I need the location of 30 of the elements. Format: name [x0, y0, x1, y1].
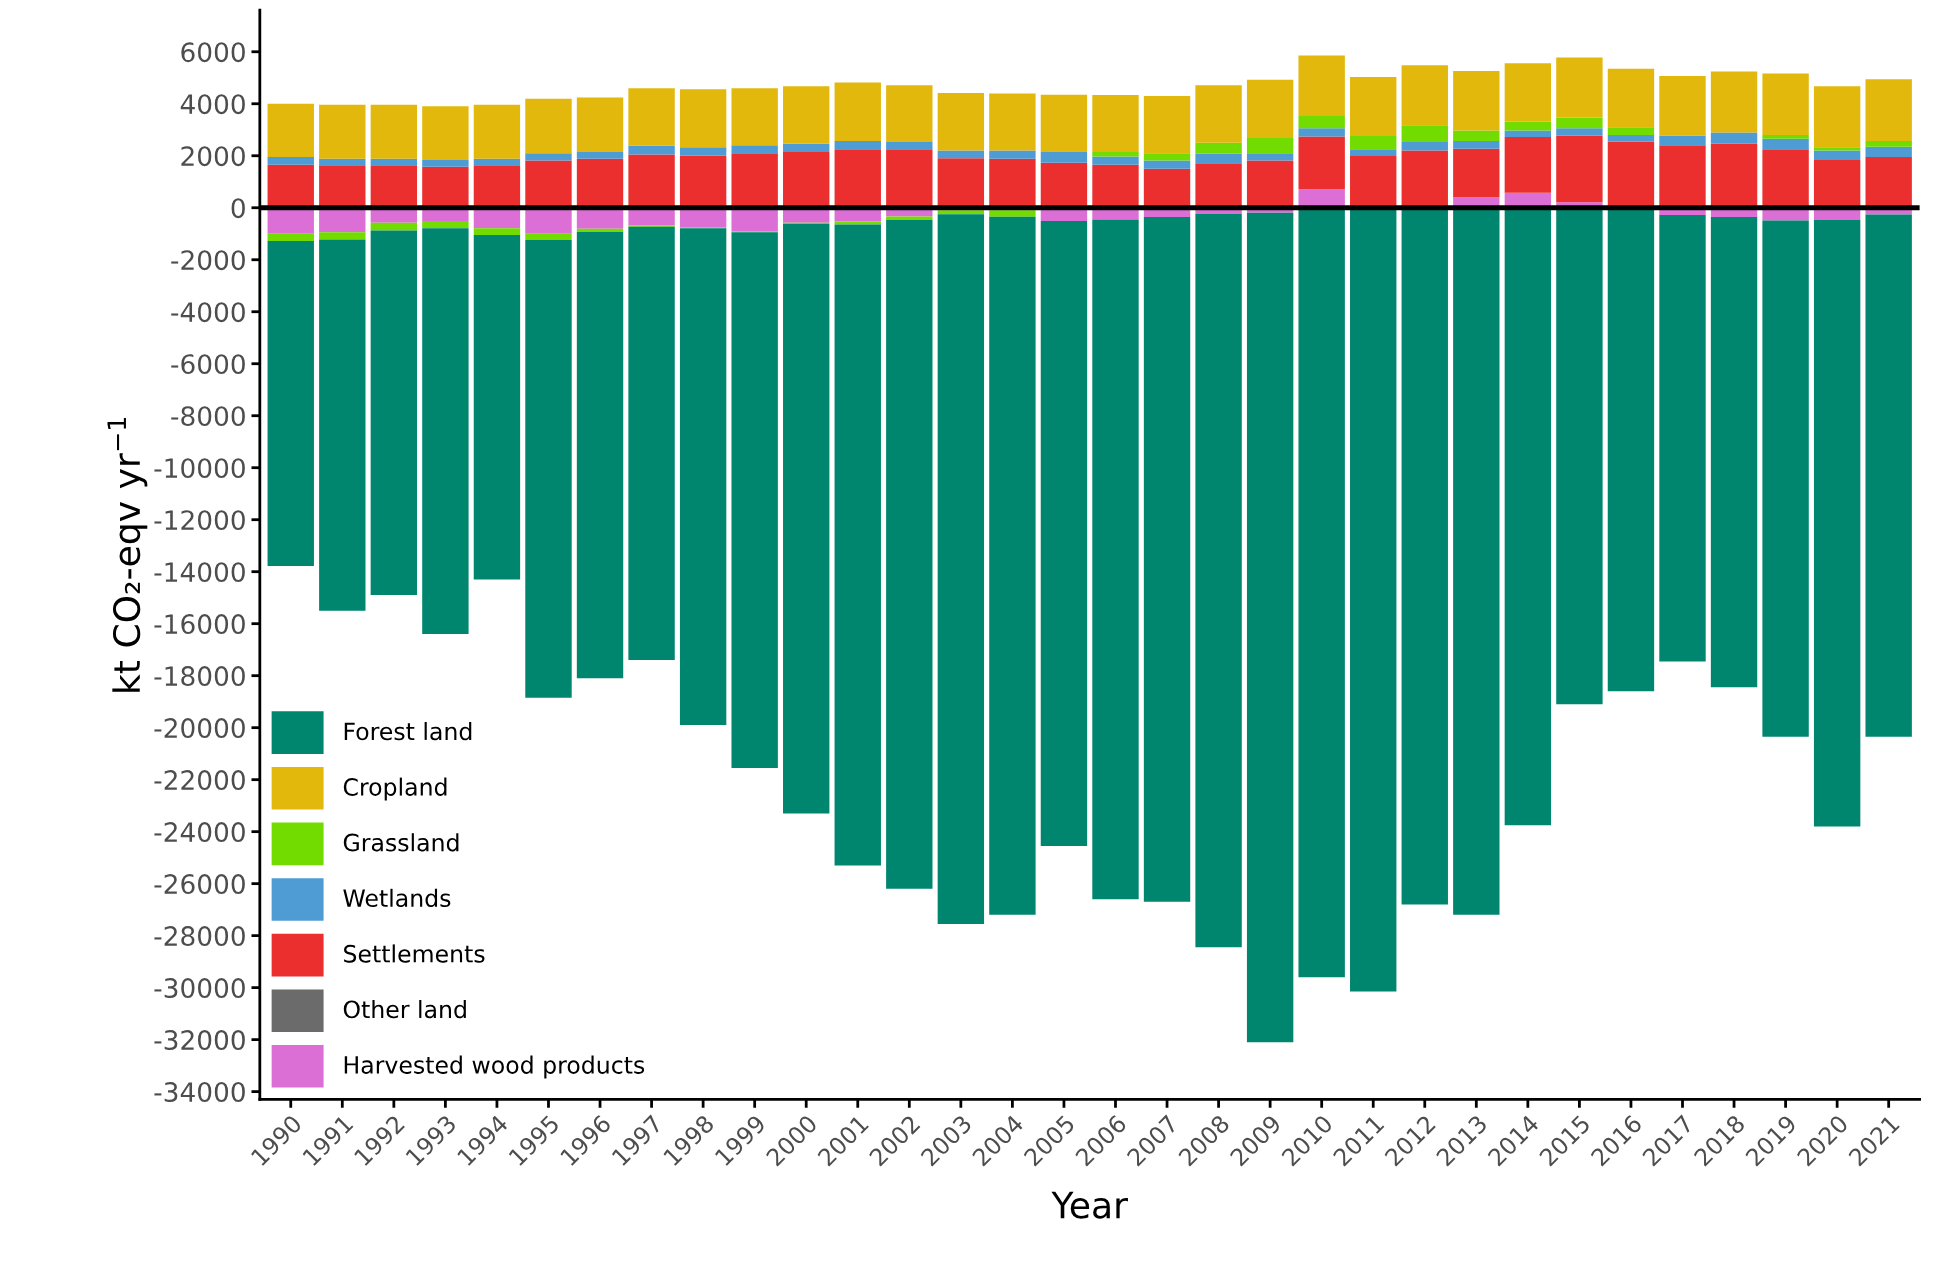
y-tick-label: -18000	[154, 666, 245, 687]
legend-label: Forest land	[344, 722, 472, 741]
y-tick-label: -30000	[154, 978, 245, 999]
y-tick-label: -34000	[154, 1082, 245, 1103]
legend-label: Grassland	[343, 833, 459, 852]
y-tick-label: -6000	[171, 354, 245, 375]
y-tick-label: -14000	[154, 562, 245, 583]
y-tick-label: -4000	[171, 302, 245, 323]
y-tick-label: -26000	[154, 874, 245, 895]
y-tick-label: -20000	[154, 718, 245, 739]
legend-label: Wetlands	[343, 888, 451, 908]
y-axis-title: kt CO₂-eqv yr$^{−1}$	[107, 417, 148, 692]
y-tick-label: -28000	[154, 926, 245, 947]
legend-label: Cropland	[343, 777, 447, 801]
y-tick-label: -22000	[154, 770, 245, 791]
y-tick-label: -24000	[154, 822, 245, 843]
y-tick-label: -2000	[171, 250, 245, 271]
y-tick-label: -32000	[154, 1030, 245, 1051]
legend-label: Settlements	[344, 944, 485, 963]
legend-label: Harvested wood products	[344, 1055, 645, 1079]
y-tick-label: -10000	[154, 458, 245, 479]
legend-label: Other land	[343, 1000, 466, 1019]
y-tick-label: 6000	[181, 42, 245, 63]
y-tick-label: -16000	[154, 614, 245, 635]
y-tick-label: -8000	[171, 406, 245, 427]
y-tick-label: 0	[231, 198, 245, 219]
x-axis-title: Year	[1051, 1191, 1128, 1219]
y-tick-label: 4000	[180, 94, 245, 115]
y-tick-label: -12000	[154, 510, 245, 531]
y-tick-label: 2000	[181, 146, 245, 167]
